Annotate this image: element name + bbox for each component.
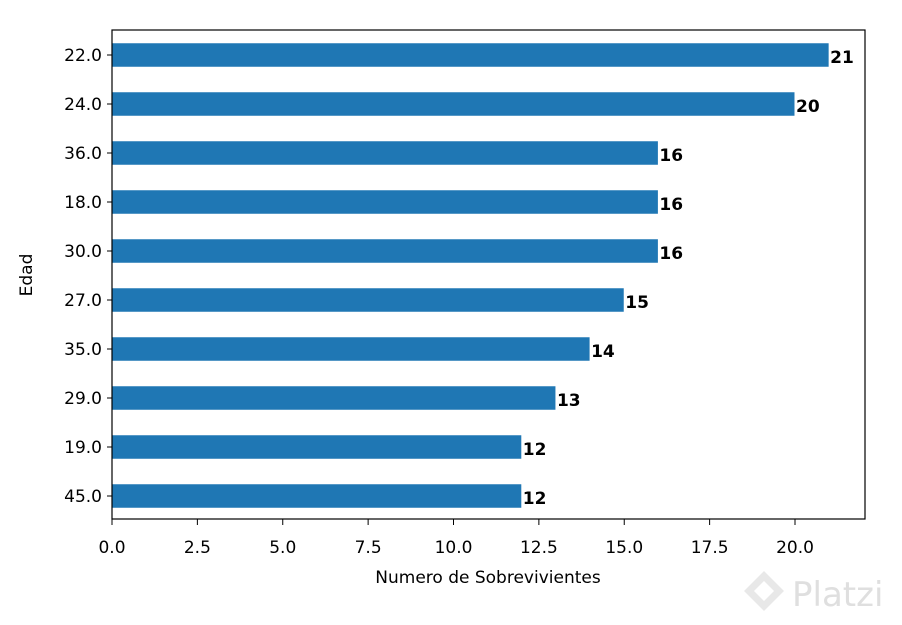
data-label: 14 xyxy=(591,342,615,362)
data-label: 12 xyxy=(523,440,547,460)
bars-layer xyxy=(111,42,830,509)
data-label: 16 xyxy=(659,195,683,215)
platzi-logo-icon xyxy=(744,571,784,611)
y-tick-label: 24.0 xyxy=(64,95,102,115)
x-tick-label: 17.5 xyxy=(691,538,729,558)
x-tick-label: 5.0 xyxy=(269,538,296,558)
x-ticks: 0.0 2.5 5.0 7.5 10.0 12.5 15.0 17.5 20.0 xyxy=(98,519,814,558)
y-axis-label: Edad xyxy=(17,254,37,297)
y-tick-label: 45.0 xyxy=(64,487,102,507)
y-tick-labels: 22.0 24.0 36.0 18.0 30.0 27.0 35.0 29.0 19.0 45.0 xyxy=(64,46,112,507)
data-label: 15 xyxy=(625,293,649,313)
y-tick-label: 30.0 xyxy=(64,242,102,262)
y-tick-label: 27.0 xyxy=(64,291,102,311)
bar xyxy=(111,42,830,68)
data-label: 12 xyxy=(523,489,547,509)
x-tick-label: 15.0 xyxy=(605,538,643,558)
y-tick-label: 19.0 xyxy=(64,438,102,458)
data-label: 16 xyxy=(659,244,683,264)
data-label: 20 xyxy=(796,97,820,117)
bar xyxy=(111,434,523,460)
data-label: 21 xyxy=(830,48,854,68)
plot-frame xyxy=(111,29,866,520)
platzi-wordmark: Platzi xyxy=(792,575,883,615)
x-tick-label: 0.0 xyxy=(98,538,125,558)
bar xyxy=(111,140,659,166)
y-tick-label: 18.0 xyxy=(64,193,102,213)
bar xyxy=(111,483,523,509)
x-tick-label: 10.0 xyxy=(435,538,473,558)
data-labels: 21 20 16 16 16 15 14 13 12 12 xyxy=(523,48,854,509)
y-tick-label: 29.0 xyxy=(64,389,102,409)
x-tick-label: 12.5 xyxy=(520,538,558,558)
bar xyxy=(111,385,557,411)
x-tick-label: 2.5 xyxy=(184,538,211,558)
data-label: 13 xyxy=(557,391,581,411)
data-label: 16 xyxy=(659,146,683,166)
platzi-watermark: Platzi xyxy=(744,571,883,615)
bar xyxy=(111,238,659,264)
x-axis-label: Numero de Sobrevivientes xyxy=(375,568,601,588)
bar xyxy=(111,336,591,362)
y-tick-label: 22.0 xyxy=(64,46,102,66)
x-tick-label: 20.0 xyxy=(776,538,814,558)
y-tick-label: 36.0 xyxy=(64,144,102,164)
bar xyxy=(111,189,659,215)
bar xyxy=(111,91,796,117)
y-tick-label: 35.0 xyxy=(64,340,102,360)
bar xyxy=(111,287,625,313)
x-tick-label: 7.5 xyxy=(355,538,382,558)
